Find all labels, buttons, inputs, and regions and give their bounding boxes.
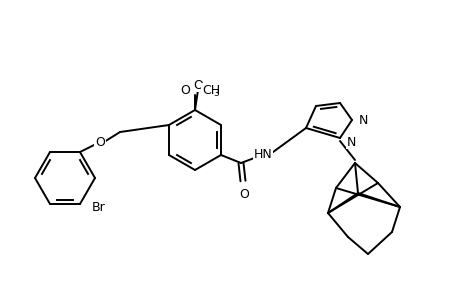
Text: N: N — [346, 136, 356, 148]
Text: 3: 3 — [213, 88, 218, 98]
Text: O: O — [95, 136, 105, 148]
Text: O: O — [180, 83, 190, 97]
Text: O: O — [193, 79, 202, 92]
Text: HN: HN — [253, 148, 272, 161]
Text: O: O — [239, 188, 248, 201]
Text: N: N — [358, 113, 368, 127]
Text: CH: CH — [202, 83, 220, 97]
Text: Br: Br — [92, 202, 106, 214]
